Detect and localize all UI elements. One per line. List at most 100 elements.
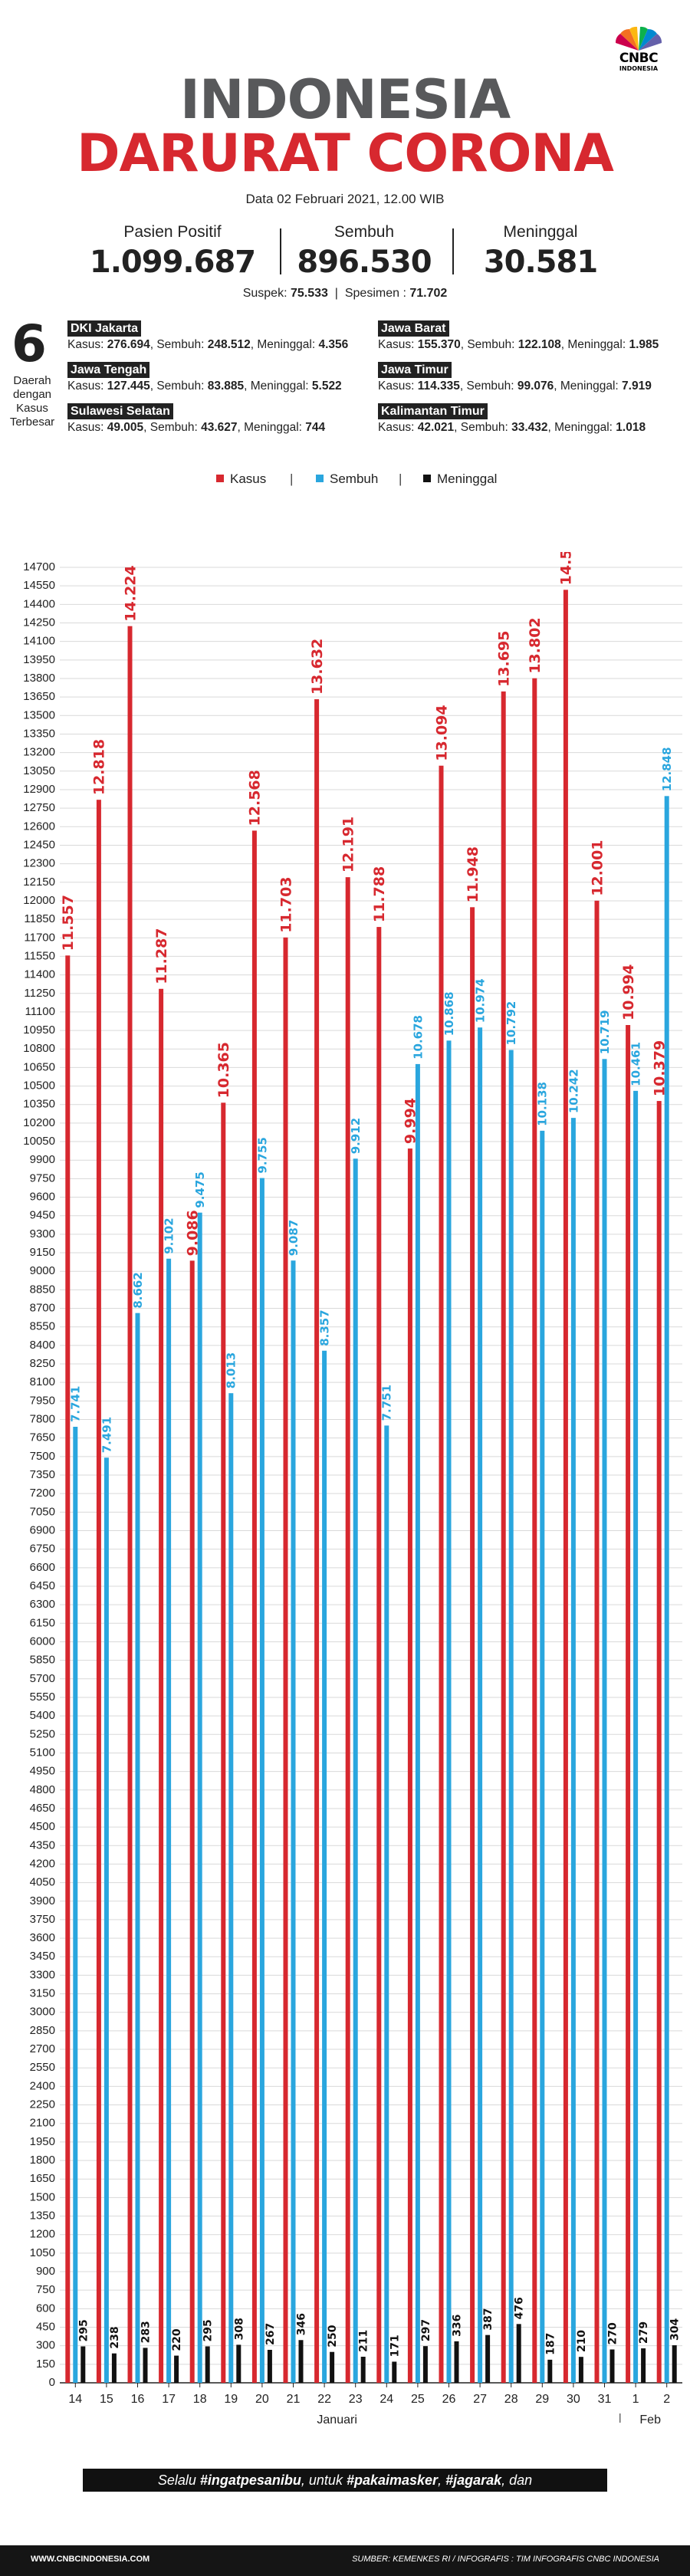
data-label-meninggal: 295	[77, 2319, 90, 2341]
region-stats: Kasus: 155.370, Sembuh: 122.108, Meningg…	[378, 338, 659, 351]
y-tick-label: 8100	[30, 1375, 55, 1388]
data-label-kasus: 13.632	[309, 639, 326, 695]
data-label-sembuh: 10.678	[411, 1015, 425, 1060]
data-label-meninggal: 346	[296, 2313, 308, 2335]
bar-kasus	[376, 927, 382, 2383]
y-tick-label: 14550	[23, 579, 55, 592]
data-label-kasus: 9.994	[402, 1098, 419, 1144]
bar-sembuh	[602, 1059, 607, 2383]
y-tick-label: 5250	[30, 1727, 55, 1740]
region-caption: Daerah dengan Kasus Terbesar	[0, 374, 64, 429]
y-tick-label: 5700	[30, 1672, 55, 1685]
data-label-meninggal: 295	[202, 2319, 215, 2341]
y-tick-label: 13350	[23, 727, 55, 740]
data-label-kasus: 12.001	[589, 840, 606, 895]
divider	[452, 228, 454, 274]
bar-sembuh	[353, 1158, 358, 2383]
y-tick-label: 8550	[30, 1320, 55, 1333]
x-tick-label: 22	[317, 2393, 331, 2406]
y-tick-label: 5400	[30, 1709, 55, 1722]
data-label-sembuh: 9.475	[193, 1171, 207, 1208]
bar-sembuh	[415, 1063, 420, 2383]
bar-kasus	[96, 800, 101, 2383]
region-stats: Kasus: 42.021, Sembuh: 33.432, Meninggal…	[378, 421, 646, 434]
y-tick-label: 3750	[30, 1913, 55, 1926]
region-jawa-tengah: Jawa Tengah Kasus: 127.445, Sembuh: 83.8…	[67, 362, 382, 394]
bar-meninggal	[298, 2340, 304, 2383]
data-label-meninggal: 238	[109, 2326, 121, 2348]
data-label-sembuh: 10.792	[504, 1001, 518, 1046]
y-tick-label: 7950	[30, 1394, 55, 1407]
y-tick-label: 2550	[30, 2061, 55, 2074]
bar-sembuh	[478, 1027, 483, 2383]
bar-meninggal	[578, 2357, 583, 2383]
y-tick-label: 11550	[24, 949, 55, 962]
region-stats: Kasus: 276.694, Sembuh: 248.512, Meningg…	[67, 338, 349, 351]
y-tick-label: 0	[49, 2376, 55, 2389]
y-tick-label: 3150	[30, 1987, 55, 2000]
y-tick-label: 8700	[30, 1302, 55, 1315]
suspek-line: Suspek: 75.533 | Spesimen : 71.702	[0, 287, 690, 301]
bar-sembuh	[508, 1050, 514, 2383]
y-tick-label: 2250	[30, 2098, 55, 2111]
y-tick-label: 7650	[30, 1431, 55, 1444]
y-tick-label: 1650	[30, 2172, 55, 2185]
y-tick-label: 3000	[30, 2006, 55, 2019]
data-label-sembuh: 8.357	[318, 1309, 332, 1346]
x-tick-label: 25	[411, 2393, 425, 2406]
y-tick-label: 13050	[23, 764, 55, 777]
y-tick-label: 10050	[23, 1135, 55, 1148]
y-tick-label: 7500	[30, 1450, 55, 1463]
region-name: DKI Jakarta	[67, 320, 142, 337]
data-label-kasus: 13.695	[496, 631, 513, 687]
footer-bar: WWW.CNBCINDONESIA.COM SUMBER: KEMENKES R…	[0, 2545, 690, 2576]
bar-meninggal	[485, 2334, 491, 2383]
y-tick-label: 13800	[23, 672, 55, 685]
data-label-meninggal: 250	[327, 2325, 339, 2347]
caption-line: dengan	[12, 388, 52, 401]
data-label-kasus: 14.518	[558, 552, 575, 585]
data-label-sembuh: 10.868	[442, 991, 456, 1036]
legend-swatch	[216, 475, 224, 482]
legend-separator: |	[290, 472, 294, 486]
data-label-meninggal: 387	[482, 2308, 495, 2330]
y-tick-label: 1800	[30, 2154, 55, 2167]
y-tick-label: 6300	[30, 1598, 55, 1611]
bar-kasus	[65, 955, 71, 2383]
data-label-kasus: 11.557	[60, 895, 77, 951]
x-tick-label: 21	[287, 2393, 301, 2406]
bar-sembuh	[291, 1260, 296, 2383]
y-tick-label: 10650	[23, 1060, 55, 1073]
data-label-sembuh: 7.491	[100, 1417, 113, 1453]
y-tick-label: 4800	[30, 1783, 55, 1796]
y-tick-label: 12450	[23, 838, 55, 851]
y-tick-label: 11400	[24, 968, 55, 981]
y-tick-label: 7050	[30, 1505, 55, 1518]
y-tick-label: 5550	[30, 1691, 55, 1704]
region-stats: Kasus: 127.445, Sembuh: 83.885, Meningga…	[67, 380, 342, 393]
stat-value: 30.581	[483, 245, 598, 280]
x-tick-label: 15	[100, 2393, 113, 2406]
bar-kasus	[470, 907, 475, 2383]
bar-meninggal	[80, 2346, 86, 2383]
y-tick-label: 9600	[30, 1191, 55, 1204]
bar-kasus	[563, 590, 568, 2383]
bar-sembuh	[73, 1427, 78, 2383]
suspek-separator: |	[334, 287, 338, 300]
y-tick-label: 8250	[30, 1357, 55, 1370]
y-tick-label: 8400	[30, 1339, 55, 1352]
x-tick-label: 23	[349, 2393, 363, 2406]
data-label-meninggal: 210	[576, 2330, 588, 2352]
bar-meninggal	[672, 2345, 677, 2383]
bar-sembuh	[664, 796, 669, 2383]
bar-kasus	[314, 699, 320, 2383]
logo-subtext: INDONESIA	[619, 65, 659, 72]
y-tick-label: 4950	[30, 1765, 55, 1778]
x-tick-label: 18	[193, 2393, 207, 2406]
data-label-sembuh: 10.461	[629, 1042, 643, 1086]
y-tick-label: 14400	[23, 597, 55, 610]
bar-sembuh	[135, 1313, 140, 2383]
y-tick-label: 150	[36, 2358, 55, 2371]
bar-kasus	[594, 900, 600, 2383]
y-tick-label: 9300	[30, 1227, 55, 1240]
